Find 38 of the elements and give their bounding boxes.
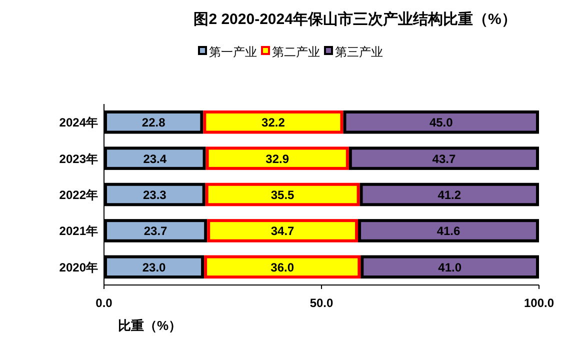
legend-label: 第三产业	[335, 45, 383, 59]
y-tick-label: 2023年	[59, 152, 98, 166]
bar	[204, 255, 361, 279]
bar	[205, 182, 360, 206]
y-tick-label: 2021年	[59, 224, 98, 238]
x-tick-label: 0.0	[96, 296, 113, 310]
bar	[348, 146, 539, 170]
chart-title: 图2 2020-2024年保山市三次产业结构比重（%）	[194, 10, 516, 28]
bar	[358, 219, 539, 242]
data-label: 41.6	[436, 224, 461, 238]
data-label: 41.2	[438, 188, 462, 202]
y-tick-label: 2024年	[59, 116, 98, 130]
data-label: 35.5	[270, 188, 295, 202]
data-label: 23.0	[142, 260, 166, 274]
legend-label: 第一产业	[209, 45, 257, 59]
bar	[360, 255, 539, 279]
data-label: 32.2	[262, 116, 286, 130]
data-label: 36.0	[270, 260, 294, 274]
data-label: 45.0	[429, 116, 454, 130]
data-label: 41.0	[438, 260, 462, 274]
y-tick-label: 2022年	[59, 188, 98, 202]
legend-label: 第二产业	[272, 45, 320, 59]
data-label: 23.7	[144, 224, 168, 238]
bar	[360, 182, 539, 206]
data-label: 32.9	[266, 152, 290, 166]
y-tick-label: 2020年	[59, 260, 98, 274]
bar	[343, 110, 539, 134]
x-tick-label: 100.0	[524, 296, 554, 310]
data-label: 43.7	[432, 152, 456, 166]
data-label: 34.7	[270, 224, 295, 238]
bar	[203, 110, 344, 134]
x-tick-label: 50.0	[310, 296, 334, 310]
bar	[206, 146, 349, 170]
data-label: 23.3	[143, 188, 167, 202]
data-label: 23.4	[143, 152, 167, 166]
data-label: 22.8	[142, 116, 166, 130]
x-axis-title: 比重（%）	[118, 318, 182, 333]
bar	[207, 219, 358, 242]
